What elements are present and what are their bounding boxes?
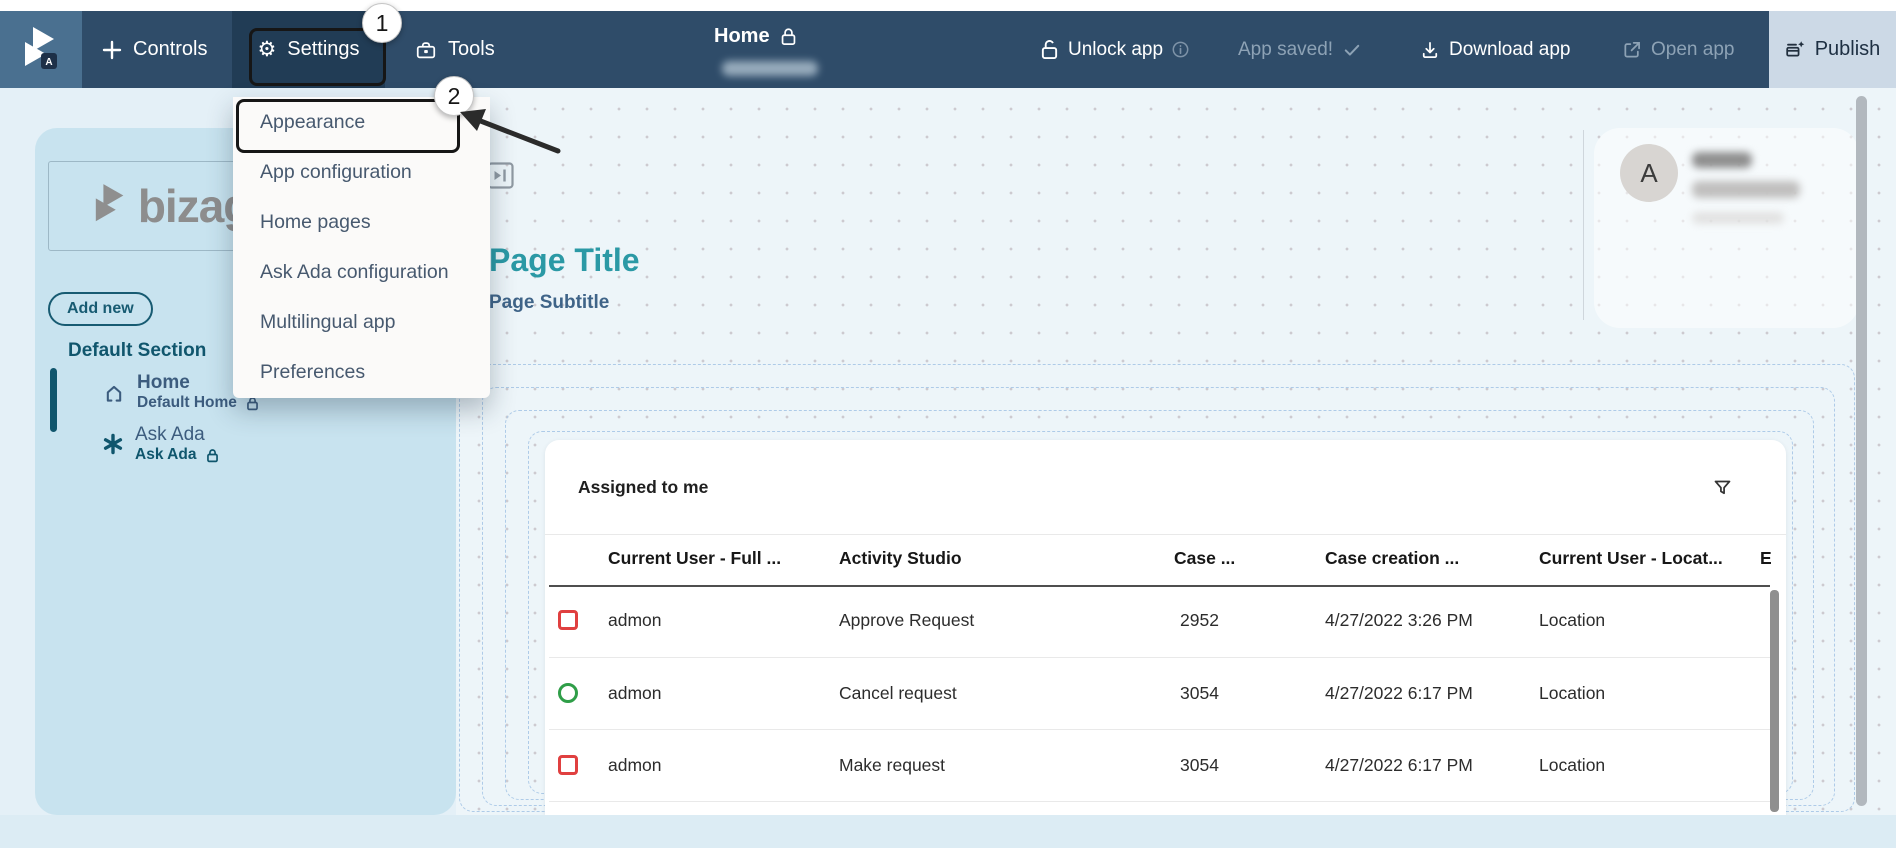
table-cell[interactable]: 3054	[1180, 755, 1219, 776]
bizagi-logo-gray-icon	[92, 184, 130, 228]
lock-icon	[206, 448, 219, 463]
table-cell[interactable]: 4/27/2022 6:17 PM	[1325, 683, 1473, 704]
check-icon	[1342, 40, 1362, 60]
column-header[interactable]: Case ...	[1174, 548, 1235, 569]
home-icon	[101, 380, 127, 406]
annotation-box-step1	[249, 28, 386, 86]
table-cell[interactable]: Make request	[839, 755, 945, 776]
status-red-square-icon	[558, 610, 578, 630]
widget-separator	[1583, 130, 1584, 320]
download-icon	[1420, 40, 1440, 60]
row-divider	[549, 801, 1770, 802]
collapse-sidebar-button[interactable]	[487, 162, 514, 189]
menu-item-home-pages[interactable]: Home pages	[233, 197, 490, 247]
download-app-button[interactable]: Download app	[1420, 11, 1570, 88]
plus-icon	[102, 40, 122, 60]
menu-item-preferences[interactable]: Preferences	[233, 347, 490, 397]
controls-menu[interactable]: Controls	[102, 11, 207, 88]
toolbox-icon	[415, 39, 437, 61]
table-cell[interactable]: admon	[608, 610, 662, 631]
table-header-rule	[549, 585, 1770, 587]
annotation-box-step2	[236, 99, 460, 153]
app-saved-label: App saved!	[1238, 39, 1333, 61]
column-header[interactable]: Case creation ...	[1325, 548, 1459, 569]
table-title: Assigned to me	[578, 477, 708, 498]
column-header[interactable]: E	[1760, 548, 1772, 569]
app-saved-status: App saved!	[1238, 11, 1362, 88]
filter-funnel-icon	[1712, 477, 1733, 499]
publish-icon	[1785, 39, 1806, 60]
sidebar-item-subtitle: Ask Ada	[135, 446, 219, 464]
menu-item-app-configuration[interactable]: App configuration	[233, 147, 490, 197]
selected-page-indicator	[50, 368, 57, 432]
table-cell[interactable]: 3054	[1180, 683, 1219, 704]
table-cell[interactable]: 4/27/2022 3:26 PM	[1325, 610, 1473, 631]
unlock-icon	[1040, 39, 1059, 60]
menu-item-multilingual-app[interactable]: Multilingual app	[233, 297, 490, 347]
table-cell[interactable]: Location	[1539, 610, 1605, 631]
table-cell[interactable]: Location	[1539, 683, 1605, 704]
spark-icon	[101, 432, 125, 456]
filter-button[interactable]	[1712, 477, 1733, 504]
row-divider	[549, 657, 1770, 658]
table-top-rule	[545, 534, 1786, 535]
app-name-redacted	[722, 61, 818, 76]
table-cell[interactable]: Cancel request	[839, 683, 957, 704]
svg-text:A: A	[45, 57, 52, 68]
info-icon	[1172, 41, 1189, 58]
page-scrollbar[interactable]	[1856, 96, 1867, 806]
table-cell[interactable]: admon	[608, 683, 662, 704]
bizagi-logo-icon: A	[21, 27, 61, 73]
table-scrollbar[interactable]	[1770, 590, 1779, 812]
avatar: A	[1620, 144, 1678, 202]
section-label: Default Section	[68, 340, 206, 362]
bottom-strip	[0, 815, 1896, 848]
current-page-label: Home	[714, 25, 770, 48]
tools-label: Tools	[448, 38, 495, 61]
lock-icon	[780, 27, 797, 46]
annotation-step1-badge: 1	[362, 3, 402, 43]
sidebar-item-ask-ada[interactable]: Ask Ada Ask Ada	[101, 424, 219, 464]
column-header[interactable]: Current User - Full ...	[608, 548, 781, 569]
table-cell[interactable]: 4/27/2022 6:17 PM	[1325, 755, 1473, 776]
unlock-app-button[interactable]: Unlock app	[1040, 11, 1189, 88]
app-builder-window: A Controls ⚙ Settings Tools Home Unlo	[0, 0, 1896, 848]
publish-button[interactable]: Publish	[1769, 11, 1896, 88]
add-new-button[interactable]: Add new	[48, 292, 153, 326]
detail-redacted	[1692, 212, 1784, 224]
table-cell[interactable]: Location	[1539, 755, 1605, 776]
status-red-square-icon	[558, 755, 578, 775]
open-external-icon	[1622, 40, 1642, 60]
column-header[interactable]: Current User - Locat...	[1539, 548, 1723, 569]
row-divider	[549, 729, 1770, 730]
username-redacted	[1692, 152, 1752, 168]
open-app-button[interactable]: Open app	[1622, 11, 1734, 88]
sidebar-item-title: Ask Ada	[135, 424, 219, 446]
table-cell[interactable]: Approve Request	[839, 610, 974, 631]
current-page-switcher[interactable]: Home	[714, 25, 797, 48]
page-subtitle[interactable]: Page Subtitle	[489, 292, 609, 314]
email-redacted	[1692, 181, 1800, 198]
table-cell[interactable]: admon	[608, 755, 662, 776]
annotation-arrow	[458, 103, 568, 163]
app-logo-tile[interactable]: A	[0, 11, 82, 88]
column-header[interactable]: Activity Studio	[839, 548, 962, 569]
open-app-label: Open app	[1651, 39, 1734, 61]
page-title[interactable]: Page Title	[489, 242, 640, 279]
download-app-label: Download app	[1449, 39, 1570, 61]
menu-item-ask-ada-configuration[interactable]: Ask Ada configuration	[233, 247, 490, 297]
unlock-app-label: Unlock app	[1068, 39, 1163, 61]
table-cell[interactable]: 2952	[1180, 610, 1219, 631]
publish-label: Publish	[1815, 38, 1881, 61]
status-green-circle-icon	[558, 683, 578, 703]
top-strip	[0, 0, 1896, 11]
controls-label: Controls	[133, 38, 207, 61]
